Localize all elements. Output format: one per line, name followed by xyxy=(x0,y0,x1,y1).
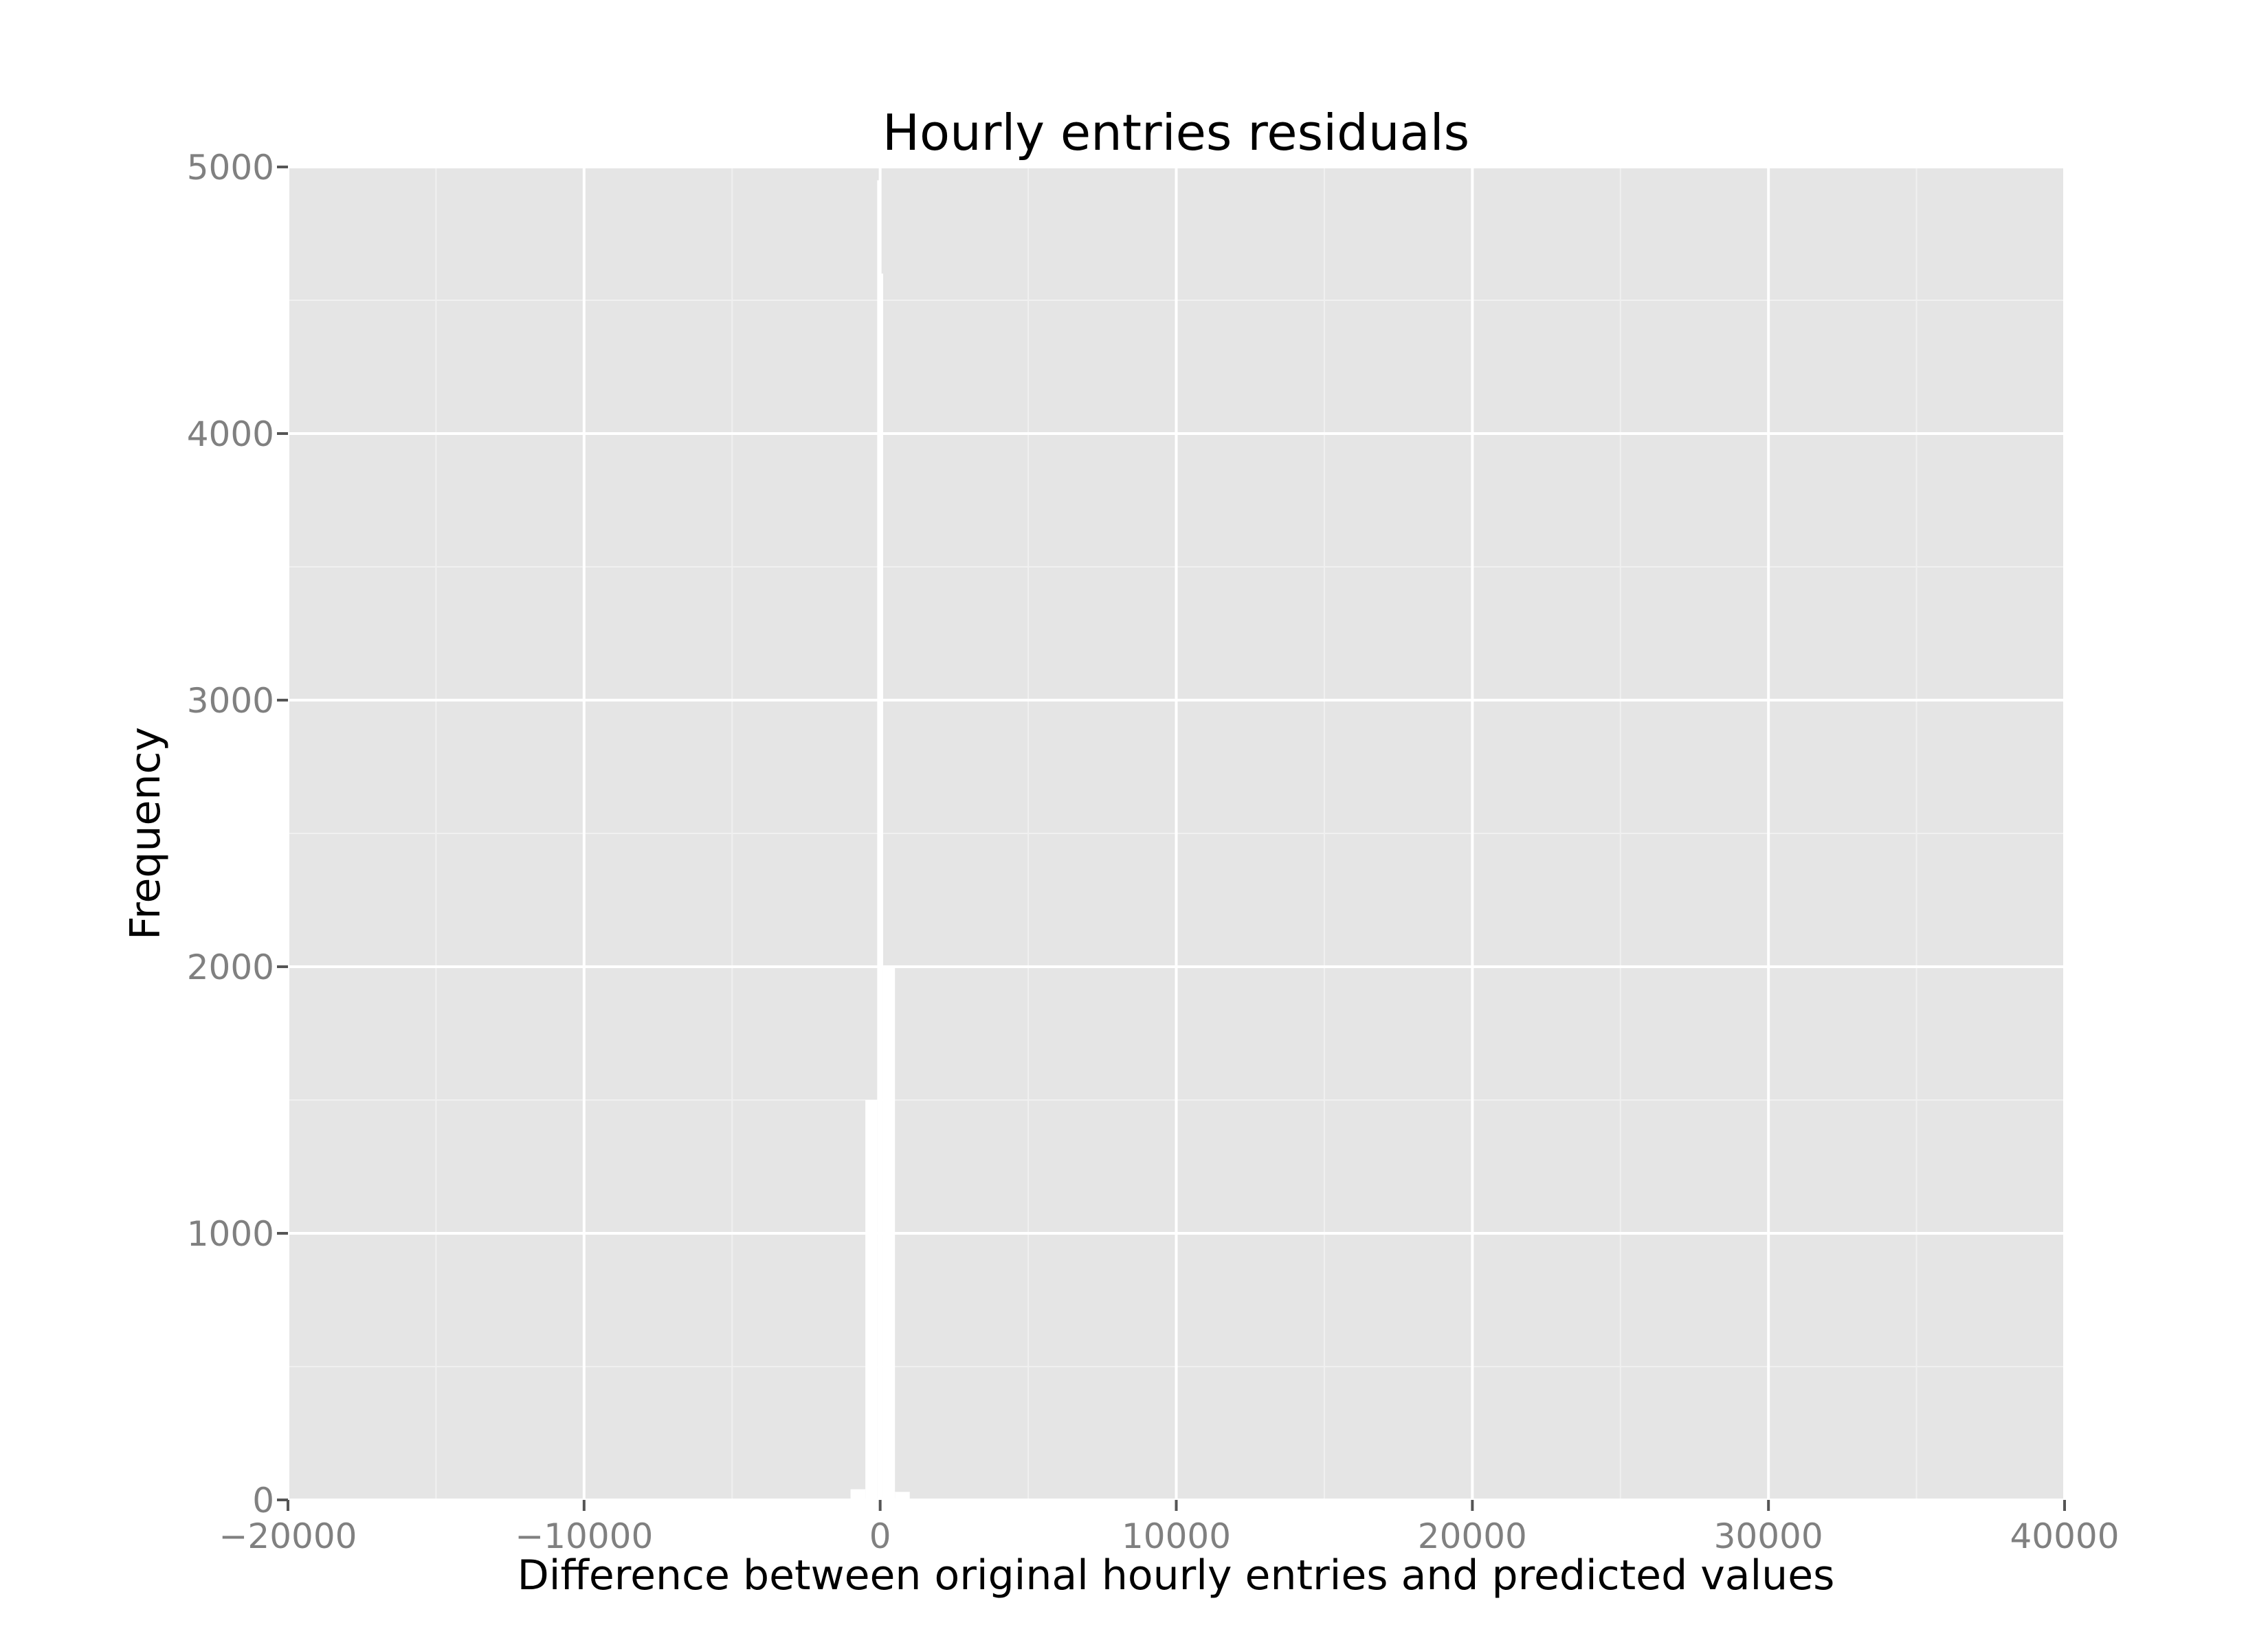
histogram-bars xyxy=(850,180,910,1501)
y-tick-label: 3000 xyxy=(187,681,274,721)
histogram-bar xyxy=(850,1489,866,1500)
y-tick-label: 2000 xyxy=(187,947,274,987)
plot-panel xyxy=(287,166,2066,1501)
chart-title: Hourly entries residuals xyxy=(882,104,1469,161)
x-axis-label: Difference between original hourly entri… xyxy=(518,1551,1835,1600)
x-tick-label: 30000 xyxy=(1714,1516,1823,1556)
x-tick-label: −20000 xyxy=(219,1516,357,1556)
x-tick-label: 40000 xyxy=(2010,1516,2119,1556)
y-tick-label: 4000 xyxy=(187,414,274,454)
histogram-bar xyxy=(865,1100,878,1500)
histogram-bar xyxy=(895,1492,910,1500)
histogram-bar xyxy=(877,180,880,1500)
x-tick-label: −10000 xyxy=(515,1516,653,1556)
y-tick-label: 1000 xyxy=(187,1214,274,1254)
x-tick-label: 20000 xyxy=(1418,1516,1527,1556)
y-tick-label: 0 xyxy=(252,1481,274,1521)
x-tick-label: 10000 xyxy=(1122,1516,1231,1556)
histogram-bar xyxy=(880,273,883,1501)
y-axis-label: Frequency xyxy=(122,727,170,940)
x-tick-label: 0 xyxy=(869,1516,891,1556)
y-tick-label: 5000 xyxy=(187,148,274,188)
axis-ticks: −20000 −10000 0 10000 20000 30000 40000 0 1000 20… xyxy=(187,148,2120,1556)
histogram-bar xyxy=(882,967,896,1500)
